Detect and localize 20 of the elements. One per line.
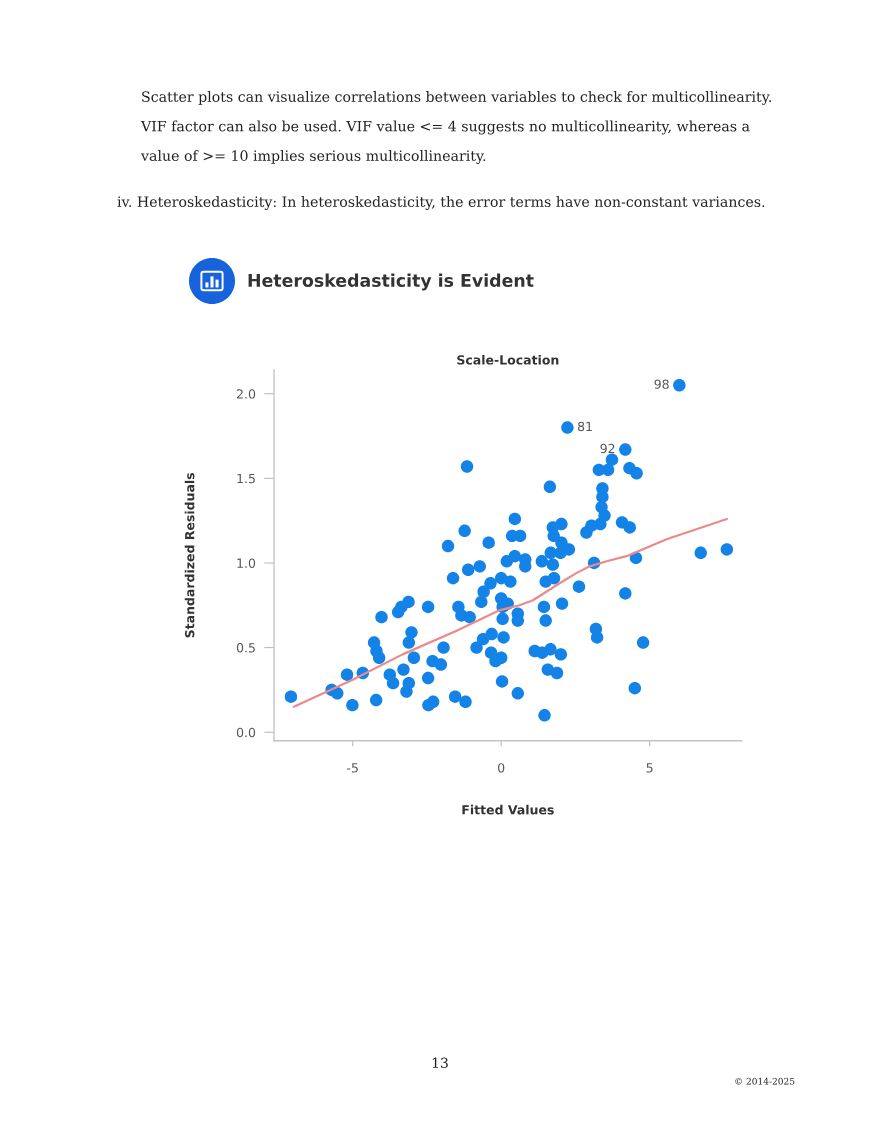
annotation: 81 [577, 421, 592, 432]
y-tick-label: 0.5 [236, 643, 255, 653]
x-tick-label: -5 [347, 763, 358, 773]
x-axis-title: Fitted Values [462, 804, 554, 815]
annotation: 98 [654, 379, 669, 389]
y-tick-label: 2.0 [236, 389, 256, 399]
line-series [292, 517, 728, 708]
y-tick-label: 0.0 [236, 727, 256, 738]
y-axis-title: Standardized Residuals [184, 472, 195, 638]
chart-title: Heteroskedasticity is Evident [248, 273, 534, 291]
text: 13 [432, 1057, 448, 1069]
chart-subtitle: Scale-Location [457, 354, 559, 365]
y-tick-label: 1.5 [237, 473, 255, 484]
text: © 2014-2025 [735, 1077, 795, 1085]
text: Scatter plots can visualize correlations between variables to check for multicollinearity. VIF factor can also be used. VIF value <= 4 suggests no multicollinearity, whereas a value of >= 10 implies serious multicollinearity. [140, 91, 772, 164]
annotation: 92 [600, 443, 615, 454]
y-tick-label: 1.0 [237, 558, 256, 568]
text: iv. Heteroskedasticity: In heteroskedasticity, the error terms have non-constant variances. [117, 196, 765, 210]
x-tick-label: 5 [646, 763, 653, 773]
x-tick-label: 0 [498, 763, 505, 773]
